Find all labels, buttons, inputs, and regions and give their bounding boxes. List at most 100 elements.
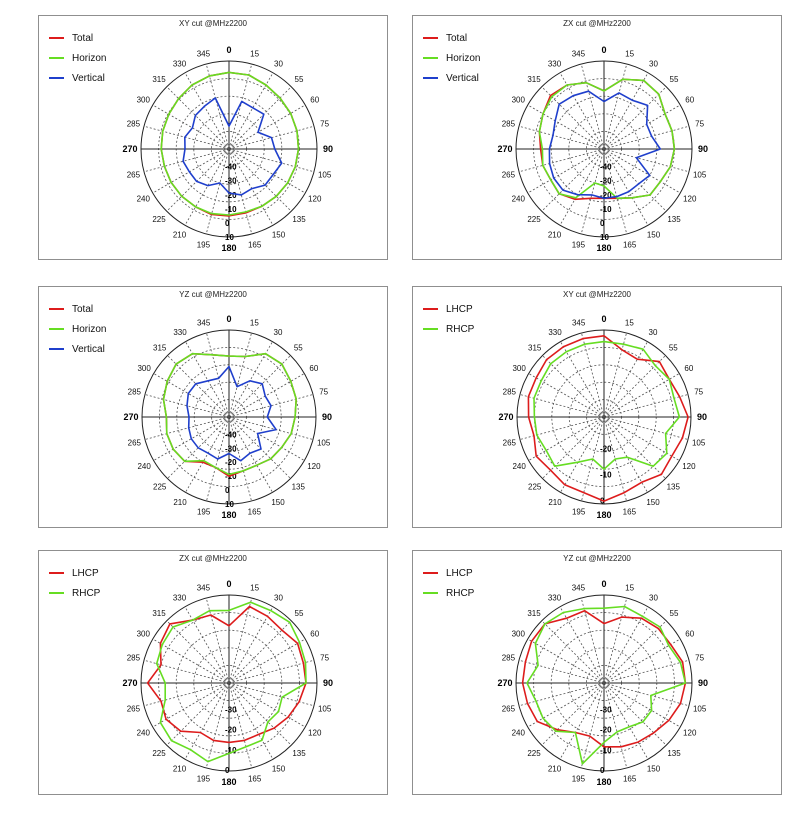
polar-spoke — [580, 682, 605, 769]
angle-tick-label: 180 — [596, 510, 611, 520]
radial-tick-label: -20 — [225, 458, 237, 467]
legend-label: LHCP — [446, 303, 473, 315]
series-line-rhcp — [526, 605, 687, 765]
angle-tick-label: 195 — [197, 508, 211, 517]
legend: LHCP RHCP — [423, 299, 474, 339]
polar-spoke — [228, 682, 292, 746]
angle-tick-label: 15 — [625, 318, 634, 327]
polar-spoke — [603, 597, 628, 684]
angle-tick-label: 165 — [248, 241, 262, 250]
angle-tick-label: 285 — [502, 653, 516, 662]
legend-label: LHCP — [446, 567, 473, 579]
polar-spoke — [228, 394, 314, 418]
polar-spoke — [603, 125, 690, 150]
legend-swatch — [49, 348, 64, 350]
polar-spoke — [228, 148, 253, 235]
series-line-lhcp — [146, 605, 307, 744]
polar-spoke — [228, 416, 273, 493]
legend-swatch — [423, 592, 438, 594]
series-line-vertical — [182, 97, 283, 196]
legend-item: LHCP — [423, 563, 474, 583]
legend-swatch — [49, 592, 64, 594]
legend-swatch — [49, 572, 64, 574]
chart-title: ZX cut @MHz2200 — [179, 554, 247, 563]
polar-spoke — [152, 638, 230, 684]
radial-tick-label: 10 — [225, 233, 234, 242]
radial-tick-label: 10 — [225, 500, 234, 509]
polar-spoke — [205, 63, 230, 150]
legend-swatch — [423, 308, 438, 310]
polar-spoke — [603, 341, 648, 418]
angle-tick-label: 30 — [274, 328, 283, 337]
legend-label: RHCP — [72, 587, 101, 599]
legend-swatch — [423, 37, 438, 39]
polar-plot: 0 15 30 55 60 75 90 105 120 135 150 165 180 195 210 225… — [497, 579, 708, 787]
polar-plot: 0 15 30 55 60 75 90 105 120 135 150 165 180 195 210 225… — [123, 314, 332, 520]
angle-tick-label: 150 — [646, 498, 660, 507]
polar-spoke — [559, 72, 605, 150]
angle-tick-label: 15 — [250, 583, 259, 592]
radial-tick-label: -20 — [600, 726, 612, 735]
polar-spoke — [603, 416, 689, 440]
legend-item: RHCP — [49, 583, 100, 603]
angle-tick-label: 225 — [528, 482, 542, 491]
legend-label: RHCP — [446, 587, 475, 599]
angle-tick-label: 60 — [310, 96, 319, 105]
angle-tick-label: 330 — [548, 328, 562, 337]
angle-tick-label: 330 — [173, 328, 187, 337]
legend: Total Horizon Vertical — [423, 28, 480, 88]
angle-tick-label: 135 — [667, 215, 681, 224]
angle-tick-label: 120 — [683, 729, 697, 738]
radial-tick-label: 0 — [225, 766, 230, 775]
polar-spoke — [603, 682, 690, 707]
radial-tick-label: 10 — [600, 233, 609, 242]
polar-spoke — [528, 373, 605, 418]
angle-tick-label: 300 — [512, 96, 526, 105]
angle-tick-label: 120 — [308, 729, 322, 738]
legend-swatch — [423, 328, 438, 330]
angle-tick-label: 225 — [152, 215, 166, 224]
chart-title: XY cut @MHz2200 — [562, 290, 631, 299]
polar-spoke — [143, 125, 230, 150]
polar-spoke — [603, 373, 680, 418]
series-line-lhcp — [521, 609, 687, 748]
angle-tick-label: 135 — [667, 749, 681, 758]
legend-item: Horizon — [49, 48, 106, 68]
angle-tick-label: 345 — [572, 583, 586, 592]
angle-tick-label: 285 — [502, 119, 516, 128]
angle-tick-label: 315 — [528, 344, 542, 353]
legend-swatch — [423, 77, 438, 79]
angle-tick-label: 180 — [221, 243, 236, 253]
polar-spoke — [153, 373, 230, 418]
radial-tick-label: 0 — [600, 766, 605, 775]
radial-tick-label: -10 — [225, 472, 237, 481]
angle-tick-label: 195 — [572, 241, 586, 250]
angle-tick-label: 315 — [152, 75, 166, 84]
legend-swatch — [49, 77, 64, 79]
radial-tick-label: -10 — [225, 746, 237, 755]
angle-tick-label: 195 — [572, 508, 586, 517]
legend-item: Horizon — [423, 48, 480, 68]
angle-tick-label: 210 — [173, 765, 187, 774]
polar-plot: 0 15 30 55 60 75 90 105 120 135 150 165 180 195 210 225… — [122, 579, 333, 787]
polar-spoke — [519, 394, 605, 418]
legend-swatch — [423, 572, 438, 574]
angle-tick-label: 165 — [623, 775, 637, 784]
angle-tick-label: 60 — [684, 364, 693, 373]
legend-item: RHCP — [423, 583, 474, 603]
legend-label: Total — [446, 32, 468, 44]
polar-spoke — [228, 355, 291, 418]
angle-tick-label: 150 — [271, 498, 285, 507]
series-line-vertical — [548, 90, 662, 200]
angle-tick-label: 55 — [295, 609, 304, 618]
angle-tick-label: 345 — [197, 583, 211, 592]
angle-tick-label: 285 — [127, 653, 141, 662]
polar-spoke — [603, 104, 681, 150]
angle-tick-label: 285 — [503, 388, 517, 397]
legend-label: Vertical — [446, 72, 479, 84]
polar-spoke — [518, 682, 605, 707]
angle-tick-label: 30 — [649, 59, 658, 68]
angle-tick-label: 90 — [322, 412, 332, 422]
chart-panel-4: XY cut @MHz2200 LHCP RHCP 0 15 30 55 60 75 90 1… — [412, 286, 782, 528]
polar-spoke — [144, 416, 230, 440]
